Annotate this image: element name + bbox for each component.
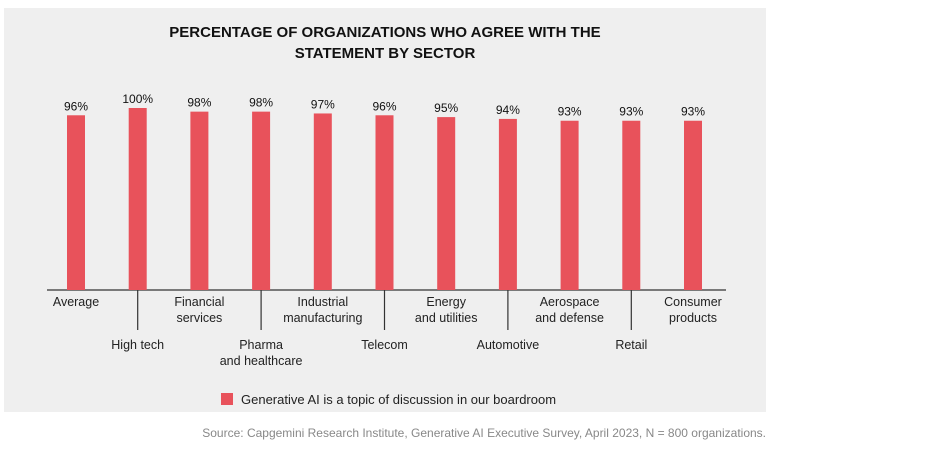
chart-panel: PERCENTAGE OF ORGANIZATIONS WHO AGREE WI… xyxy=(4,8,766,412)
category-label-7: Automotive xyxy=(477,338,540,352)
bar-10 xyxy=(684,120,702,291)
bar-chart: 96% Average 100% High tech 98% Financial servi… xyxy=(47,92,726,368)
legend-label: Generative AI is a topic of discussion i… xyxy=(241,391,557,407)
value-label-9: 93% xyxy=(619,105,643,119)
category-label-8-line-2: and defense xyxy=(535,311,604,325)
value-label-1: 100% xyxy=(122,92,153,106)
category-label-6-line-1: Energy xyxy=(426,295,466,309)
category-label-10-line-2: products xyxy=(669,311,717,325)
category-label-6-line-2: and utilities xyxy=(415,311,478,325)
bar-8 xyxy=(560,120,579,291)
bar-9 xyxy=(622,120,641,291)
category-label-2-line-2: services xyxy=(176,311,222,325)
bar-6 xyxy=(437,117,456,290)
bar-4 xyxy=(313,113,332,291)
category-label-9: Retail xyxy=(615,338,647,352)
bar-7 xyxy=(498,118,517,290)
category-label-2-line-1: Financial xyxy=(174,295,224,309)
value-label-3: 98% xyxy=(249,96,273,110)
value-label-6: 95% xyxy=(434,101,458,115)
value-label-5: 96% xyxy=(372,99,396,113)
category-label-1: High tech xyxy=(111,338,164,352)
category-label-5: Telecom xyxy=(361,338,408,352)
value-label-0: 96% xyxy=(64,99,88,113)
value-label-4: 97% xyxy=(311,97,335,111)
chart-title-line-1: PERCENTAGE OF ORGANIZATIONS WHO AGREE WI… xyxy=(169,24,601,41)
bar-5 xyxy=(375,115,394,290)
bar-0 xyxy=(67,115,85,290)
value-label-2: 98% xyxy=(187,96,211,110)
legend: Generative AI is a topic of discussion i… xyxy=(221,390,556,408)
bar-3 xyxy=(252,111,271,290)
category-label-0: Average xyxy=(53,295,99,309)
category-label-10-line-1: Consumer xyxy=(664,295,722,309)
category-label-4-line-2: manufacturing xyxy=(283,311,362,325)
value-label-8: 93% xyxy=(558,105,582,119)
bar-1 xyxy=(128,108,147,290)
value-label-7: 94% xyxy=(496,103,520,117)
source-note: Source: Capgemini Research Institute, Ge… xyxy=(202,426,766,440)
legend-swatch xyxy=(221,393,233,405)
category-label-3-line-2: and healthcare xyxy=(220,354,303,368)
bar-2 xyxy=(190,111,209,290)
category-label-3-line-1: Pharma xyxy=(239,338,283,352)
chart-title-line-2: STATEMENT BY SECTOR xyxy=(294,45,476,62)
chart-title: PERCENTAGE OF ORGANIZATIONS WHO AGREE WI… xyxy=(4,22,766,64)
category-label-4-line-1: Industrial xyxy=(297,295,348,309)
value-label-10: 93% xyxy=(681,105,705,119)
category-label-8-line-1: Aerospace xyxy=(540,295,600,309)
